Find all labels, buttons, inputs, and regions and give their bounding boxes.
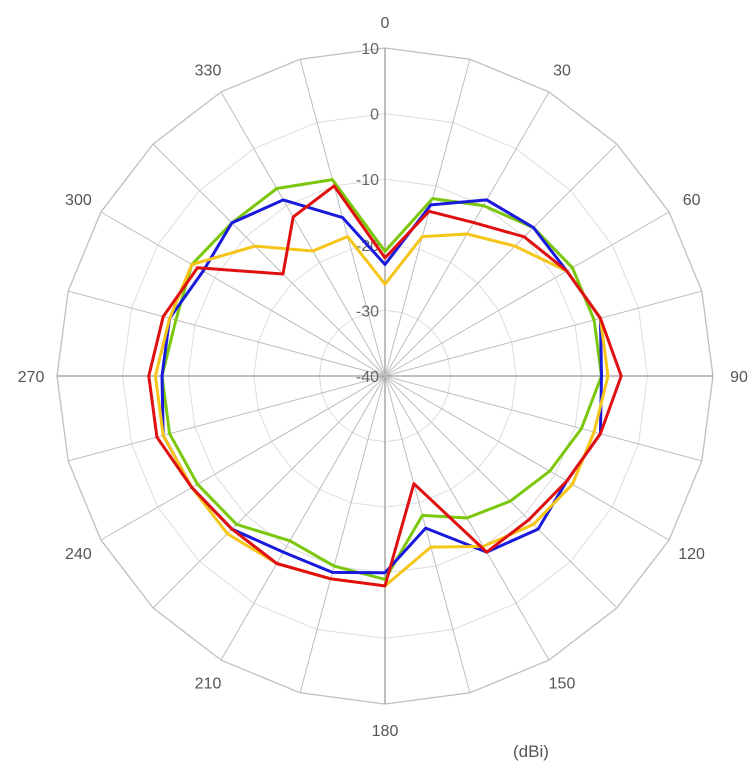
chart-grid [56, 47, 714, 705]
grid-spoke [152, 375, 386, 609]
angular-tick-label: 120 [678, 546, 705, 563]
grid-spoke [100, 211, 386, 377]
grid-spoke [384, 59, 471, 377]
angular-tick-label: 60 [683, 192, 701, 209]
radial-tick-label: 0 [370, 107, 379, 124]
angular-tick-label: 330 [195, 62, 222, 79]
grid-spoke [384, 143, 618, 377]
grid-spoke [220, 91, 386, 377]
grid-spoke [299, 375, 386, 693]
angular-tick-label: 30 [553, 62, 571, 79]
angular-tick-label: 150 [549, 676, 576, 693]
angular-tick-label: 300 [65, 192, 92, 209]
angular-tick-label: 0 [381, 15, 390, 32]
angular-tick-label: 210 [195, 676, 222, 693]
grid-spoke [384, 375, 618, 609]
angular-tick-label: 90 [730, 369, 748, 386]
grid-spoke [68, 290, 386, 377]
grid-spoke [220, 375, 386, 661]
series-lines [147, 178, 623, 588]
radial-tick-label: 10 [361, 41, 379, 58]
angular-tick-label: 240 [65, 546, 92, 563]
grid-spoke [384, 211, 670, 377]
series-line [147, 184, 623, 588]
grid-spoke [384, 375, 670, 541]
grid-spoke [152, 143, 386, 377]
radial-tick-label: -30 [356, 303, 379, 320]
angular-tick-labels: 0 30 60 90 120 150 180 210 240 270 300 330 [18, 15, 748, 740]
radial-tick-label: -40 [356, 369, 379, 386]
angular-tick-label: 270 [18, 369, 45, 386]
grid-spoke [384, 375, 702, 462]
angular-tick-label: 180 [372, 723, 399, 740]
grid-spoke [384, 290, 702, 377]
grid-spoke [68, 375, 386, 462]
grid-spoke [100, 375, 386, 541]
unit-label: (dBi) [513, 742, 549, 761]
grid-spoke [384, 375, 471, 693]
radial-tick-label: -10 [356, 172, 379, 189]
